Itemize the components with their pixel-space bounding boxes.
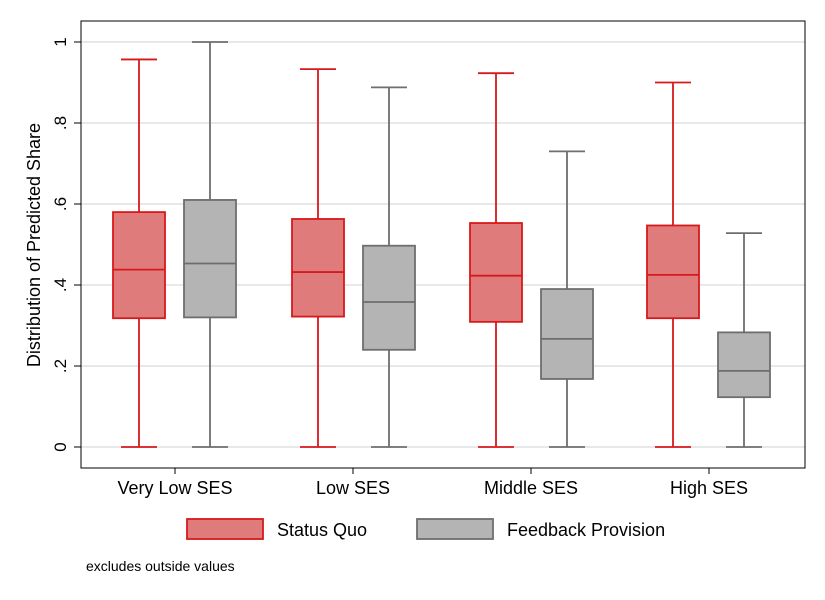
y-tick-label: .8 bbox=[51, 116, 70, 130]
box-iqr bbox=[362, 244, 416, 351]
x-axis: Very Low SES Low SES Middle SES High SES bbox=[117, 468, 748, 498]
y-tick-label: 1 bbox=[51, 37, 70, 46]
box-iqr bbox=[112, 211, 166, 320]
y-axis: 0 .2 .4 .6 .8 1 bbox=[51, 37, 81, 452]
x-tick-label: High SES bbox=[670, 478, 748, 498]
x-tick-label: Middle SES bbox=[484, 478, 578, 498]
box-iqr bbox=[717, 331, 771, 399]
y-tick-label: 0 bbox=[51, 442, 70, 451]
box-iqr bbox=[291, 218, 345, 318]
legend-label: Feedback Provision bbox=[507, 520, 665, 540]
y-tick-label: .2 bbox=[51, 359, 70, 373]
legend-swatch bbox=[186, 518, 264, 540]
y-tick-label: .6 bbox=[51, 197, 70, 211]
box-feedback-provision bbox=[717, 232, 771, 448]
box-series bbox=[112, 41, 771, 448]
x-tick-label: Very Low SES bbox=[117, 478, 232, 498]
box-iqr bbox=[540, 288, 594, 380]
box-iqr bbox=[646, 224, 700, 320]
box-iqr bbox=[469, 222, 523, 323]
x-tick-label: Low SES bbox=[316, 478, 390, 498]
y-axis-label: Distribution of Predicted Share bbox=[24, 123, 44, 367]
legend-label: Status Quo bbox=[277, 520, 367, 540]
box-feedback-provision bbox=[540, 150, 594, 448]
plot-frame bbox=[80, 20, 806, 469]
box-status-quo bbox=[291, 68, 345, 448]
box-status-quo bbox=[469, 72, 523, 448]
box-iqr bbox=[183, 199, 237, 319]
box-feedback-provision bbox=[362, 86, 416, 448]
box-status-quo bbox=[646, 81, 700, 448]
y-tick-label: .4 bbox=[51, 278, 70, 292]
legend: Status Quo Feedback Provision bbox=[186, 518, 665, 540]
box-status-quo bbox=[112, 58, 166, 448]
box-feedback-provision bbox=[183, 41, 237, 448]
chart-note: excludes outside values bbox=[86, 558, 235, 574]
legend-swatch bbox=[416, 518, 494, 540]
